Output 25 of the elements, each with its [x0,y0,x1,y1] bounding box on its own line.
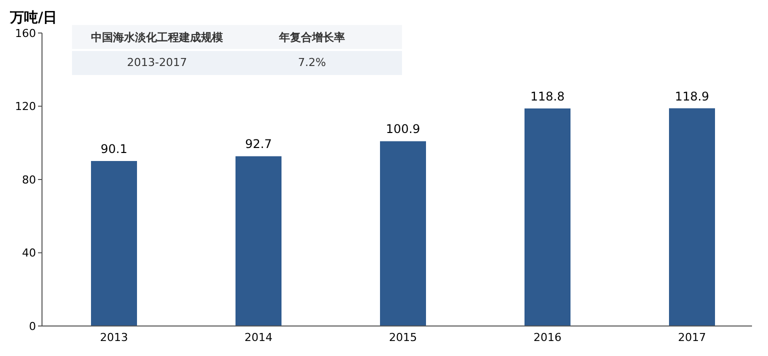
x-tick-label: 2014 [244,331,272,344]
x-tick-label: 2015 [389,331,417,344]
y-tick-label: 80 [22,173,36,186]
y-tick-label: 0 [29,320,36,333]
annotation: 中国海水淡化工程建成规模 [91,31,224,44]
annotation: 7.2% [298,56,326,69]
bar [669,108,715,326]
x-tick-label: 2017 [678,331,706,344]
x-tick-label: 2013 [100,331,128,344]
bar [91,161,137,326]
bar [380,141,426,326]
data-label: 100.9 [386,122,420,136]
annotation: 2013-2017 [127,56,187,69]
bar [524,108,570,326]
annotation: 年复合增长率 [278,31,345,44]
data-label: 118.9 [674,89,710,104]
data-label: 90.1 [100,142,128,156]
y-tick-label: 120 [15,100,36,114]
y-tick-label: 160 [15,26,36,40]
x-tick-label: 2016 [534,331,562,344]
bar [236,156,282,326]
data-label: 118.8 [530,89,565,104]
data-label: 92.7 [245,137,272,152]
y-axis-title: 万吨/日 [9,10,58,26]
y-tick-label: 40 [22,246,36,260]
